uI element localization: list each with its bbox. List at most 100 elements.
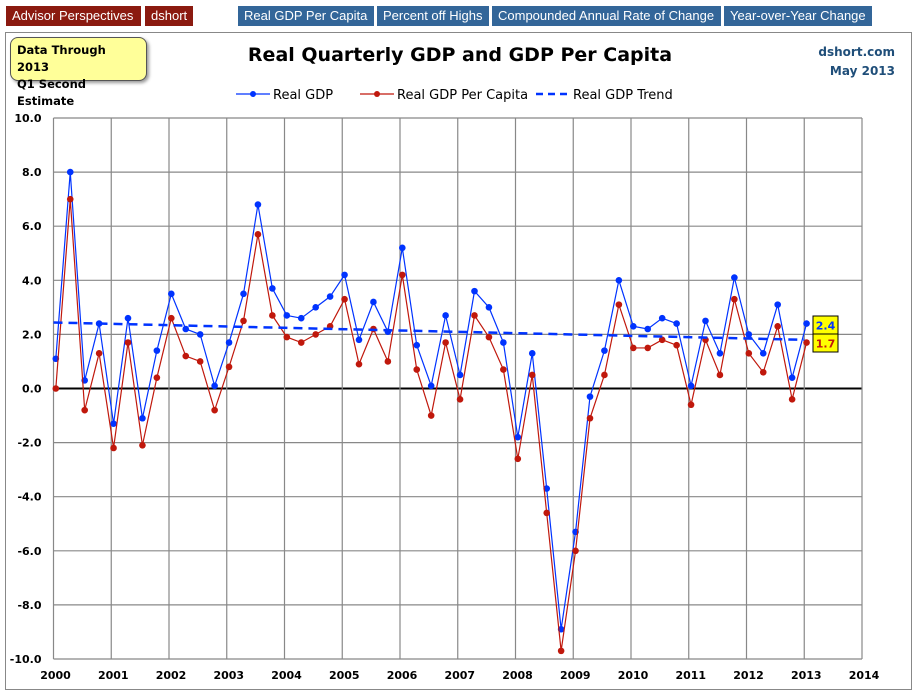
data-point [601,347,608,354]
advisor-perspectives-link[interactable]: Advisor Perspectives [6,6,141,26]
nav-percent-off-highs[interactable]: Percent off Highs [377,6,489,26]
data-point [427,382,435,390]
data-point [774,301,781,308]
data-point [370,298,377,306]
source-info: dshort.com May 2013 [818,43,895,81]
note-line-2: Q1 Second Estimate [17,77,86,108]
x-tick-label: 2012 [733,669,764,682]
data-point [644,325,652,333]
data-point [442,312,449,319]
data-point [586,393,594,400]
legend-label: Real GDP [273,88,333,103]
data-point [427,412,435,419]
data-point [283,312,291,319]
data-point [485,304,493,311]
data-point [658,336,666,344]
x-tick-label: 2005 [329,669,360,682]
data-point [557,647,565,655]
data-point [673,341,680,349]
source-site: dshort.com [818,45,895,59]
data-point [745,350,753,357]
data-point [153,374,161,381]
data-point [716,350,724,357]
data-point [442,339,449,346]
data-point [139,414,146,422]
data-point [110,444,117,452]
data-point [543,485,550,492]
data-point [312,331,319,338]
data-point [355,360,363,368]
y-tick-label: -6.0 [17,545,41,558]
data-point [182,352,190,360]
nav-compounded-annual-rate[interactable]: Compounded Annual Rate of Change [492,6,721,26]
data-point [471,312,478,319]
data-point [95,350,103,357]
data-point [196,358,204,365]
x-tick-label: 2014 [849,669,880,682]
data-point [225,339,233,346]
y-tick-label: 8.0 [22,166,42,179]
data-point [716,371,724,379]
data-point [514,433,522,441]
data-point [240,290,247,298]
data-point [168,314,175,322]
data-point [615,301,623,308]
legend-swatch-marker [250,91,256,97]
data-point [81,406,88,414]
data-point [66,195,74,203]
data-point [601,371,608,379]
data-point [630,322,637,330]
data-point [66,168,74,176]
data-point [745,331,753,338]
data-point [803,320,810,327]
data-through-note: Data Through 2013 Q1 Second Estimate [10,37,147,108]
data-point [702,317,709,325]
chart-frame [5,32,912,690]
data-point [456,396,464,403]
data-point [500,339,507,346]
data-point [124,314,132,322]
data-point [543,509,550,517]
data-point [788,396,796,403]
data-point [341,295,348,303]
data-point [514,455,522,463]
data-point [225,363,233,371]
x-tick-label: 2008 [502,669,533,682]
dshort-link[interactable]: dshort [145,6,193,26]
value-callout-label: 1.7 [816,338,836,351]
y-tick-label: -8.0 [17,599,41,612]
data-point [615,277,623,284]
x-tick-label: 2003 [213,669,244,682]
nav-real-gdp-per-capita[interactable]: Real GDP Per Capita [238,6,374,26]
nav-year-over-year-change[interactable]: Year-over-Year Change [724,6,872,26]
legend-label: Real GDP Per Capita [397,88,528,103]
source-date: May 2013 [829,64,895,78]
data-point [196,331,204,338]
data-point [528,371,536,379]
data-point [283,333,291,341]
data-point [240,317,247,325]
y-tick-label: 4.0 [22,274,42,287]
data-point [803,339,810,346]
chart-title: Real Quarterly GDP and GDP Per Capita [247,44,673,66]
data-point [297,314,305,322]
legend-swatch-marker [374,91,380,97]
y-tick-label: -10.0 [10,653,42,666]
trend-line [53,321,805,342]
y-tick-label: 2.0 [22,328,42,341]
x-tick-label: 2007 [444,669,475,682]
data-point [528,350,536,357]
data-point [630,344,637,352]
data-point [586,414,594,422]
y-tick-label: 0.0 [22,383,42,396]
data-point [254,231,262,238]
x-tick-label: 2011 [675,669,706,682]
value-callout-box [812,333,839,353]
data-point [168,290,175,298]
note-line-1: Data Through 2013 [17,43,106,74]
data-point [471,287,478,295]
data-point [658,314,666,322]
data-point [399,244,406,252]
data-point [788,374,796,381]
